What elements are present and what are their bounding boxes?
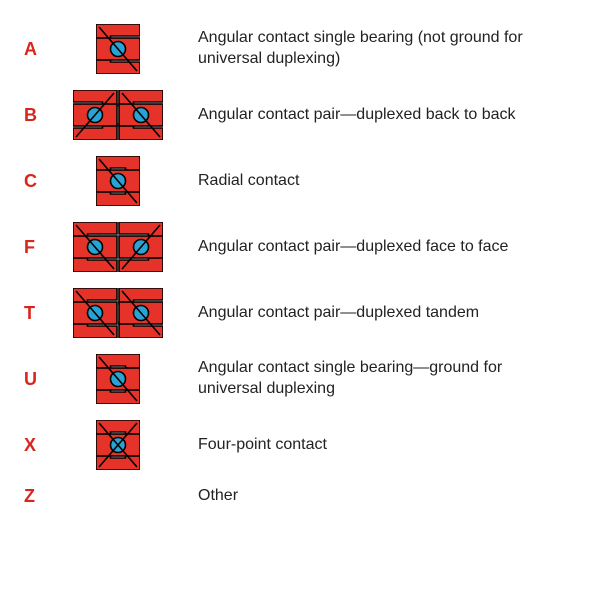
- type-description: Radial contact: [178, 171, 299, 192]
- bearing-icon-t: [58, 288, 178, 338]
- bearing-icon-f: [58, 222, 178, 272]
- bearing-icon-a: [58, 24, 178, 74]
- type-description: Angular contact pair—duplexed tandem: [178, 303, 479, 324]
- type-code: U: [24, 369, 58, 390]
- type-code: C: [24, 171, 58, 192]
- type-code: F: [24, 237, 58, 258]
- bearing-row: U Angular contact single bearing—ground f…: [24, 354, 580, 404]
- type-description: Angular contact pair—duplexed face to fa…: [178, 237, 508, 258]
- bearing-row: X Four-point contact: [24, 420, 580, 470]
- bearing-row: Z Other: [24, 486, 580, 507]
- bearing-row: T Angular contact pair—duplexed tandem: [24, 288, 580, 338]
- type-description: Angular contact pair—duplexed back to ba…: [178, 105, 516, 126]
- type-code: A: [24, 39, 58, 60]
- bearing-row: B Angular contact pair—duplexed back to b…: [24, 90, 580, 140]
- bearing-icon-u: [58, 354, 178, 404]
- bearing-row: F Angular contact pair—duplexed face to f…: [24, 222, 580, 272]
- bearing-row: C Radial contact: [24, 156, 580, 206]
- type-code: B: [24, 105, 58, 126]
- bearing-type-table: A Angular contact single bearing (not gro…: [24, 24, 580, 507]
- type-description: Other: [178, 486, 238, 507]
- type-description: Four-point contact: [178, 435, 327, 456]
- type-description: Angular contact single bearing—ground fo…: [178, 358, 568, 400]
- bearing-icon-b: [58, 90, 178, 140]
- type-code: X: [24, 435, 58, 456]
- type-code: Z: [24, 486, 58, 507]
- bearing-row: A Angular contact single bearing (not gro…: [24, 24, 580, 74]
- type-description: Angular contact single bearing (not grou…: [178, 28, 568, 70]
- bearing-icon-x: [58, 420, 178, 470]
- type-code: T: [24, 303, 58, 324]
- bearing-icon-c: [58, 156, 178, 206]
